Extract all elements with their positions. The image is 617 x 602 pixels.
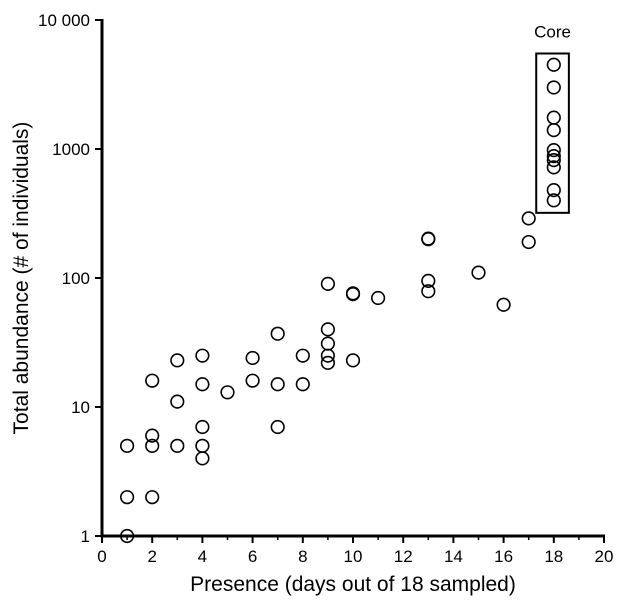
- data-point: [548, 58, 561, 71]
- data-point: [548, 124, 561, 137]
- x-tick-label: 0: [97, 547, 106, 566]
- data-point: [171, 395, 184, 408]
- data-point: [146, 491, 159, 504]
- data-point: [271, 421, 284, 434]
- y-tick-label: 1000: [52, 140, 90, 159]
- x-tick-label: 18: [544, 547, 563, 566]
- y-tick-label: 100: [62, 269, 90, 288]
- x-tick-label: 14: [444, 547, 463, 566]
- data-point: [322, 349, 335, 362]
- data-point: [297, 349, 310, 362]
- data-point: [522, 236, 535, 249]
- data-point: [121, 491, 134, 504]
- data-point: [121, 440, 134, 453]
- x-tick-label: 6: [248, 547, 257, 566]
- data-point: [196, 452, 209, 465]
- data-point: [522, 212, 535, 225]
- x-axis-title: Presence (days out of 18 sampled): [190, 573, 516, 596]
- x-tick-label: 16: [494, 547, 513, 566]
- data-point: [347, 354, 360, 367]
- data-point: [422, 232, 435, 245]
- x-tick-label: 4: [198, 547, 207, 566]
- data-point: [146, 374, 159, 387]
- data-point: [221, 386, 234, 399]
- data-point: [246, 352, 259, 365]
- data-point: [322, 323, 335, 336]
- data-point: [372, 292, 385, 305]
- y-tick-label: 10: [71, 398, 90, 417]
- data-point: [196, 349, 209, 362]
- y-tick-label: 1: [81, 527, 90, 546]
- data-point: [171, 354, 184, 367]
- data-point: [271, 327, 284, 340]
- data-point: [196, 421, 209, 434]
- data-point: [548, 111, 561, 124]
- data-point: [347, 287, 360, 300]
- core-label: Core: [534, 22, 571, 41]
- data-point: [196, 378, 209, 391]
- axis-ticks: 0 2 4 6 8 10 12 14 16 18 20 1 10 100 1000 10 000: [38, 11, 613, 566]
- data-points: [121, 58, 560, 542]
- y-axis-title: Total abundance (# of individuals): [10, 122, 33, 435]
- data-point: [322, 357, 335, 370]
- x-tick-label: 10: [344, 547, 363, 566]
- data-point: [171, 440, 184, 453]
- data-point: [472, 266, 485, 279]
- data-point: [271, 378, 284, 391]
- data-point: [497, 298, 510, 311]
- data-point: [322, 278, 335, 291]
- data-point: [322, 337, 335, 350]
- data-point: [196, 440, 209, 453]
- data-point: [297, 378, 310, 391]
- data-point: [246, 374, 259, 387]
- x-tick-label: 20: [595, 547, 614, 566]
- y-tick-label: 10 000: [38, 11, 90, 30]
- core-group-box: [536, 53, 569, 212]
- x-tick-label: 2: [147, 547, 156, 566]
- x-tick-label: 12: [394, 547, 413, 566]
- x-tick-label: 8: [298, 547, 307, 566]
- data-point: [548, 81, 561, 94]
